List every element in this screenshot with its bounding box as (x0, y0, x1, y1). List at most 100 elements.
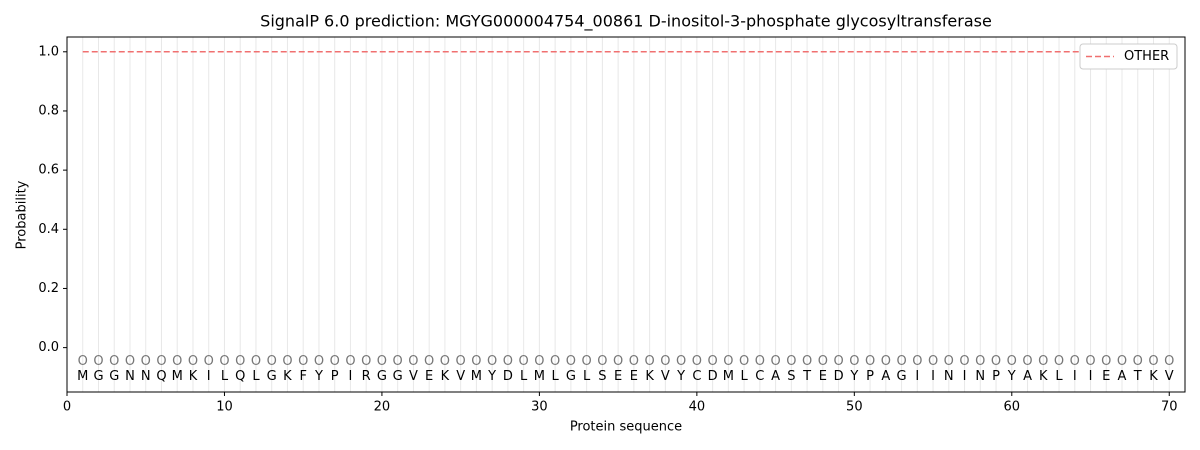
residue-label: T (802, 369, 811, 384)
residue-label: D (834, 369, 844, 384)
region-label: O (235, 354, 245, 369)
region-label: O (1164, 354, 1174, 369)
residue-label: L (583, 369, 591, 384)
region-label: O (975, 354, 985, 369)
region-label: O (645, 354, 655, 369)
region-label: O (802, 354, 812, 369)
residue-label: L (221, 369, 229, 384)
region-label: O (424, 354, 434, 369)
region-label: O (566, 354, 576, 369)
region-label: O (251, 354, 261, 369)
residue-label: M (77, 369, 88, 384)
y-tick-label: 0.8 (38, 103, 59, 118)
region-label: O (393, 354, 403, 369)
residue-label: Y (1007, 369, 1016, 384)
region-label: O (896, 354, 906, 369)
residue-label: G (566, 369, 576, 384)
residue-label: A (881, 369, 890, 384)
region-label: O (282, 354, 292, 369)
residue-label: P (331, 369, 339, 384)
residue-label: P (866, 369, 874, 384)
y-tick-label: 0.6 (38, 163, 59, 178)
residue-label: S (598, 369, 606, 384)
residue-label: I (1073, 369, 1077, 384)
residue-label: D (708, 369, 718, 384)
residue-label: G (377, 369, 387, 384)
region-label: O (833, 354, 843, 369)
residue-label: S (787, 369, 795, 384)
region-label: O (109, 354, 119, 369)
region-label: O (1148, 354, 1158, 369)
region-label: O (613, 354, 623, 369)
region-label: O (755, 354, 765, 369)
residue-label: F (299, 369, 306, 384)
region-label: O (330, 354, 340, 369)
residue-label: G (393, 369, 403, 384)
region-label: O (471, 354, 481, 369)
region-label: O (849, 354, 859, 369)
residue-label: V (456, 369, 465, 384)
region-label: O (219, 354, 229, 369)
region-label: O (1117, 354, 1127, 369)
region-label: O (550, 354, 560, 369)
residue-label: G (109, 369, 119, 384)
residue-label: L (1055, 369, 1063, 384)
x-tick-label: 0 (63, 400, 71, 415)
residue-label: E (425, 369, 433, 384)
region-label: O (739, 354, 749, 369)
region-label: O (1133, 354, 1143, 369)
region-label: O (188, 354, 198, 369)
residue-label: N (141, 369, 151, 384)
residue-label: M (471, 369, 482, 384)
residue-label: L (740, 369, 748, 384)
residue-label: Y (314, 369, 323, 384)
region-label: O (156, 354, 166, 369)
region-label: O (1022, 354, 1032, 369)
region-label: O (456, 354, 466, 369)
region-label: O (1070, 354, 1080, 369)
y-tick-label: 0.0 (38, 340, 59, 355)
region-label: O (503, 354, 513, 369)
region-label: O (1038, 354, 1048, 369)
residue-label: A (771, 369, 780, 384)
residue-label: I (963, 369, 967, 384)
region-label: O (377, 354, 387, 369)
region-label: O (928, 354, 938, 369)
region-label: O (582, 354, 592, 369)
region-label: O (723, 354, 733, 369)
chart-title: SignalP 6.0 prediction: MGYG000004754_00… (260, 12, 992, 32)
residue-label: I (1089, 369, 1093, 384)
residue-label: M (723, 369, 734, 384)
residue-label: K (283, 369, 292, 384)
region-label: O (408, 354, 418, 369)
residue-label: E (630, 369, 638, 384)
residue-label: Y (676, 369, 685, 384)
y-tick-label: 0.2 (38, 281, 59, 296)
x-tick-label: 10 (216, 400, 233, 415)
region-label: O (818, 354, 828, 369)
residue-label: P (992, 369, 1000, 384)
residue-label: L (252, 369, 260, 384)
residue-label: R (362, 369, 371, 384)
residue-label: T (1133, 369, 1142, 384)
region-label: O (991, 354, 1001, 369)
region-label: O (865, 354, 875, 369)
residue-label: G (897, 369, 907, 384)
region-label: O (78, 354, 88, 369)
region-label: O (1101, 354, 1111, 369)
x-axis-label: Protein sequence (570, 420, 682, 435)
residue-label: I (931, 369, 935, 384)
residue-label: M (172, 369, 183, 384)
residue-label: K (1149, 369, 1158, 384)
x-tick-label: 50 (846, 400, 863, 415)
residue-label: N (975, 369, 985, 384)
residue-label: A (1118, 369, 1127, 384)
x-tick-label: 60 (1004, 400, 1021, 415)
y-axis-label: Probability (15, 180, 30, 249)
residue-label: N (944, 369, 954, 384)
x-tick-label: 40 (689, 400, 706, 415)
region-label: O (1054, 354, 1064, 369)
region-label: O (912, 354, 922, 369)
region-label: O (959, 354, 969, 369)
